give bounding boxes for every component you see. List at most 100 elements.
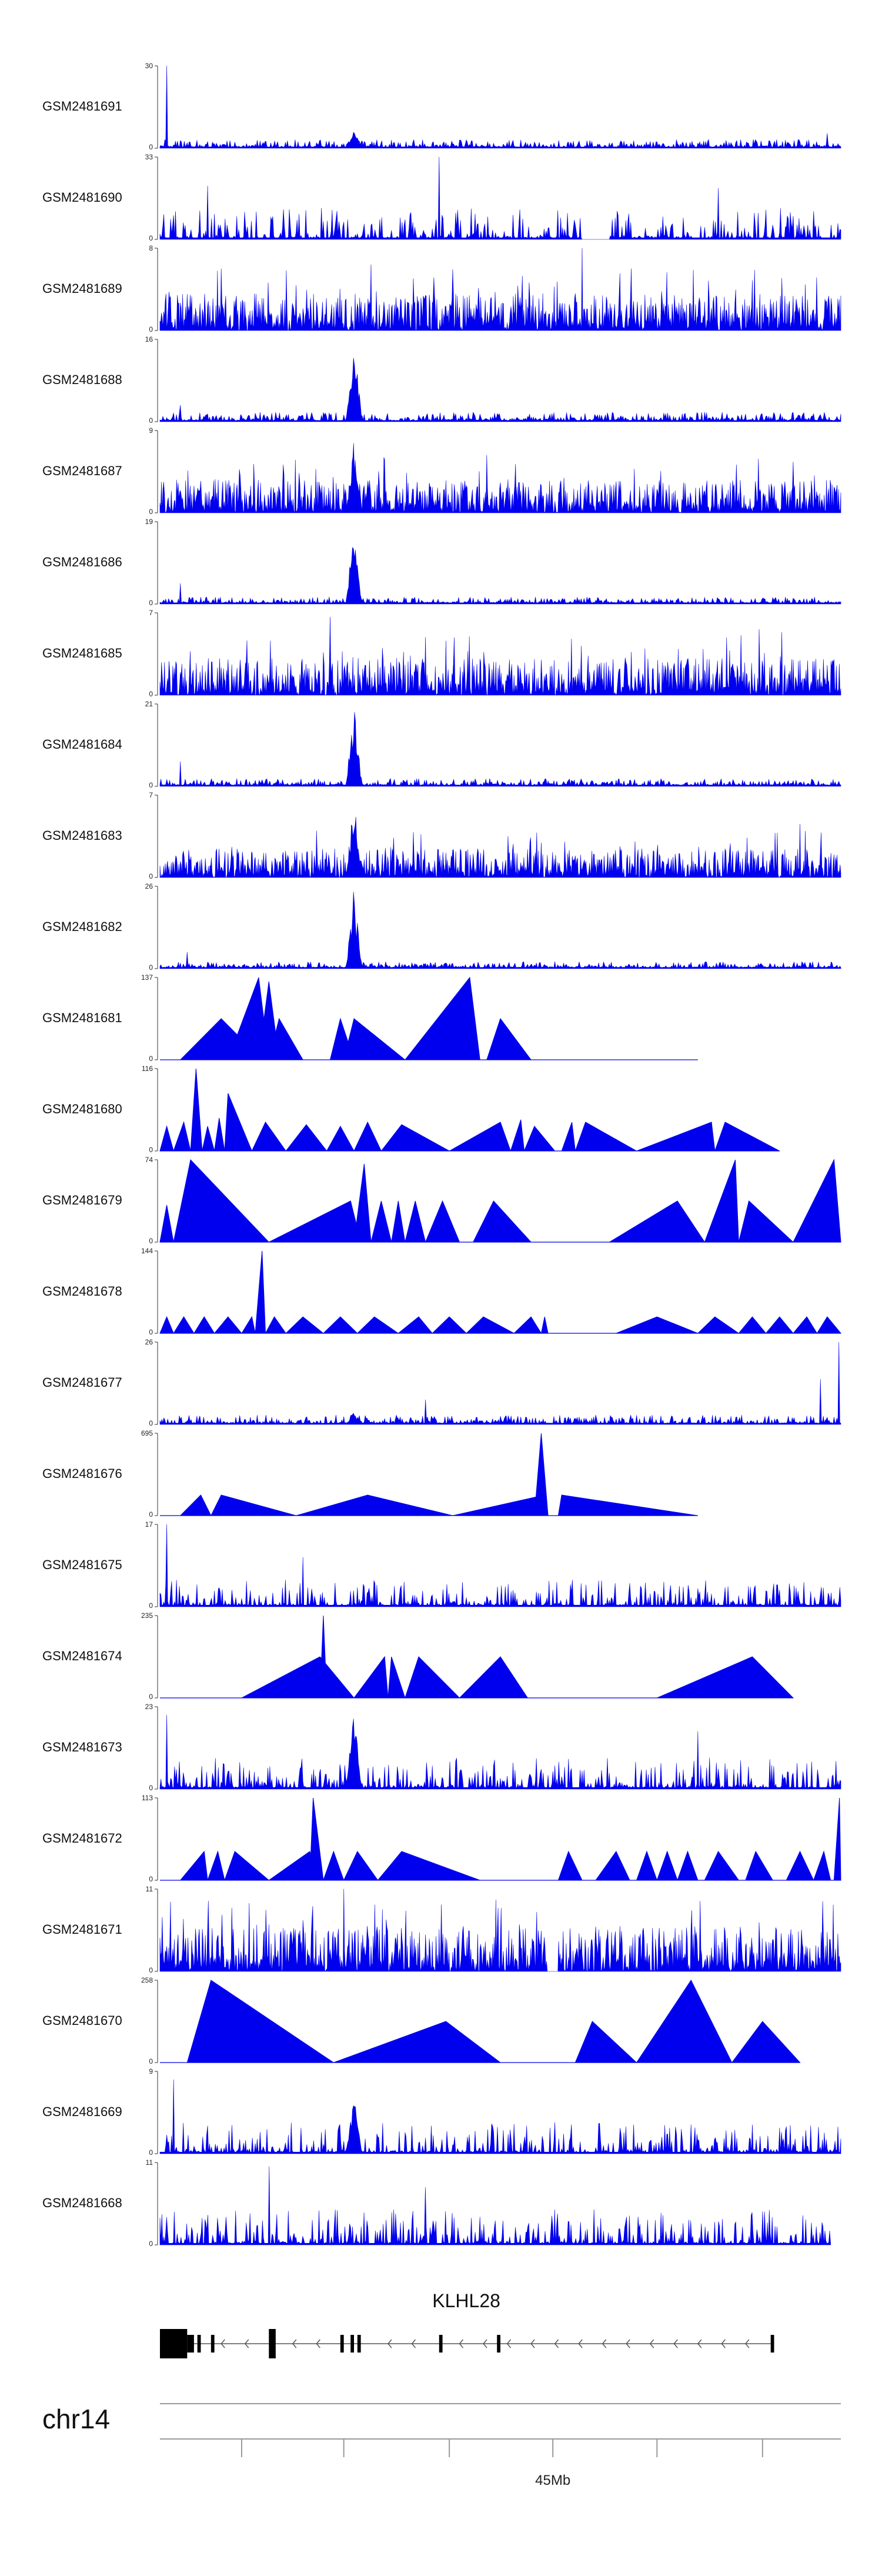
track-label: GSM2481671: [42, 1922, 122, 1937]
strand-arrow-icon: [602, 2339, 607, 2348]
signal-peak: [465, 1316, 514, 1334]
track-GSM2481683: GSM2481683 7 0: [42, 791, 841, 880]
signal-peak: [268, 1017, 304, 1060]
track-GSM2481674: GSM2481674 235 0: [42, 1611, 794, 1701]
y-tick-label-max: 7: [149, 791, 153, 799]
strand-arrow-icon: [506, 2339, 512, 2348]
track-label: GSM2481677: [42, 1375, 122, 1390]
signal-peak: [786, 1850, 814, 1881]
track-GSM2481676: GSM2481676 695 0: [42, 1429, 698, 1519]
signal-peak: [173, 1316, 195, 1334]
strand-arrow-icon: [459, 2339, 464, 2348]
y-tick-label-max: 17: [145, 1520, 153, 1529]
signal-peak: [296, 1494, 453, 1516]
signal-area: [159, 65, 841, 149]
signal-peak: [738, 1200, 794, 1243]
y-tick-label-zero: 0: [149, 599, 153, 607]
signal-peak: [657, 1656, 794, 1699]
exon: [439, 2335, 443, 2353]
signal-peak: [636, 1980, 733, 2063]
signal-peak: [595, 1851, 630, 1881]
exon: [197, 2335, 201, 2353]
y-tick-label-max: 7: [149, 609, 153, 617]
y-tick-label-zero: 0: [149, 1237, 153, 1245]
signal-area: [159, 1524, 841, 1607]
signal-peak: [765, 1316, 794, 1334]
strand-arrow-icon: [292, 2339, 297, 2348]
y-tick-label-zero: 0: [149, 1875, 153, 1883]
signal-peak: [322, 1316, 359, 1334]
signal-peak: [472, 1200, 532, 1243]
track-GSM2481669: GSM2481669 9 0: [42, 2067, 841, 2157]
strand-arrow-icon: [244, 2339, 249, 2348]
signal-peak: [405, 1200, 426, 1243]
track-label: GSM2481686: [42, 555, 122, 569]
signal-area: [159, 816, 841, 878]
y-tick-label-max: 9: [149, 426, 153, 435]
signal-peak: [714, 1122, 780, 1152]
signal-peak: [370, 1200, 392, 1243]
y-tick-label-max: 11: [146, 2158, 153, 2167]
exon: [160, 2329, 188, 2358]
strand-arrow-icon: [483, 2339, 487, 2348]
signal-peak: [179, 1494, 212, 1516]
signal-peak: [793, 1159, 841, 1243]
y-tick-label-max: 30: [145, 62, 153, 70]
y-tick-label-zero: 0: [149, 2057, 153, 2066]
signal-area: [159, 1888, 841, 1972]
track-GSM2481680: GSM2481680 116 0: [42, 1065, 780, 1154]
y-tick-label-max: 695: [141, 1429, 153, 1437]
signal-peak: [636, 1122, 716, 1152]
strand-arrow-icon: [530, 2339, 535, 2348]
signal-area: [159, 892, 841, 969]
signal-peak: [608, 1200, 706, 1243]
strand-arrow-icon: [554, 2339, 559, 2348]
track-GSM2481677: GSM2481677 26 0: [42, 1338, 841, 1427]
strand-arrow-icon: [673, 2339, 678, 2348]
exon: [350, 2335, 355, 2353]
strand-arrow-icon: [316, 2339, 320, 2348]
track-GSM2481671: GSM2481671 11 0: [42, 1885, 841, 1974]
track-GSM2481673: GSM2481673 23 0: [42, 1703, 841, 1792]
y-tick-label-zero: 0: [149, 1419, 153, 1427]
y-tick-label-zero: 0: [149, 872, 153, 880]
y-tick-label-max: 33: [145, 153, 153, 161]
y-tick-label-max: 8: [149, 244, 153, 252]
signal-peak: [190, 1068, 203, 1152]
track-GSM2481670: GSM2481670 258 0: [42, 1976, 801, 2066]
signal-peak: [202, 1126, 215, 1152]
y-tick-label-zero: 0: [149, 1328, 153, 1336]
signal-area: [159, 156, 841, 240]
signal-area: [159, 1342, 841, 1425]
y-tick-label-zero: 0: [149, 143, 153, 151]
signal-peak: [255, 1250, 266, 1334]
track-GSM2481678: GSM2481678 144 0: [42, 1247, 842, 1336]
strand-arrow-icon: [411, 2339, 416, 2348]
signal-peak: [792, 1316, 818, 1334]
track-GSM2481679: GSM2481679 74 0: [42, 1156, 841, 1245]
signal-peak: [285, 1316, 325, 1334]
signal-area: [159, 712, 841, 787]
signal-peak: [159, 1204, 174, 1243]
y-tick-label-zero: 0: [149, 2148, 153, 2157]
track-GSM2481668: GSM2481668 11 0: [42, 2158, 831, 2248]
signal-peak: [523, 1126, 556, 1152]
exon: [269, 2329, 276, 2358]
track-GSM2481681: GSM2481681 137 0: [42, 973, 698, 1063]
track-label: GSM2481676: [42, 1466, 122, 1481]
track-label: GSM2481687: [42, 463, 122, 478]
signal-peak: [486, 1017, 532, 1060]
signal-peak: [343, 1851, 379, 1881]
track-label: GSM2481681: [42, 1010, 122, 1025]
signal-peak: [343, 1018, 406, 1060]
signal-peak: [557, 1850, 583, 1881]
signal-area: [159, 1714, 841, 1790]
signal-peak: [159, 1125, 174, 1152]
signal-peak: [833, 1797, 841, 1881]
track-label: GSM2481669: [42, 2104, 122, 2119]
y-tick-label-zero: 0: [149, 1601, 153, 1610]
y-tick-label-max: 19: [145, 518, 153, 526]
signal-peak: [353, 1656, 389, 1699]
y-tick-label-max: 258: [141, 1976, 153, 1984]
signal-peak: [574, 2021, 637, 2063]
